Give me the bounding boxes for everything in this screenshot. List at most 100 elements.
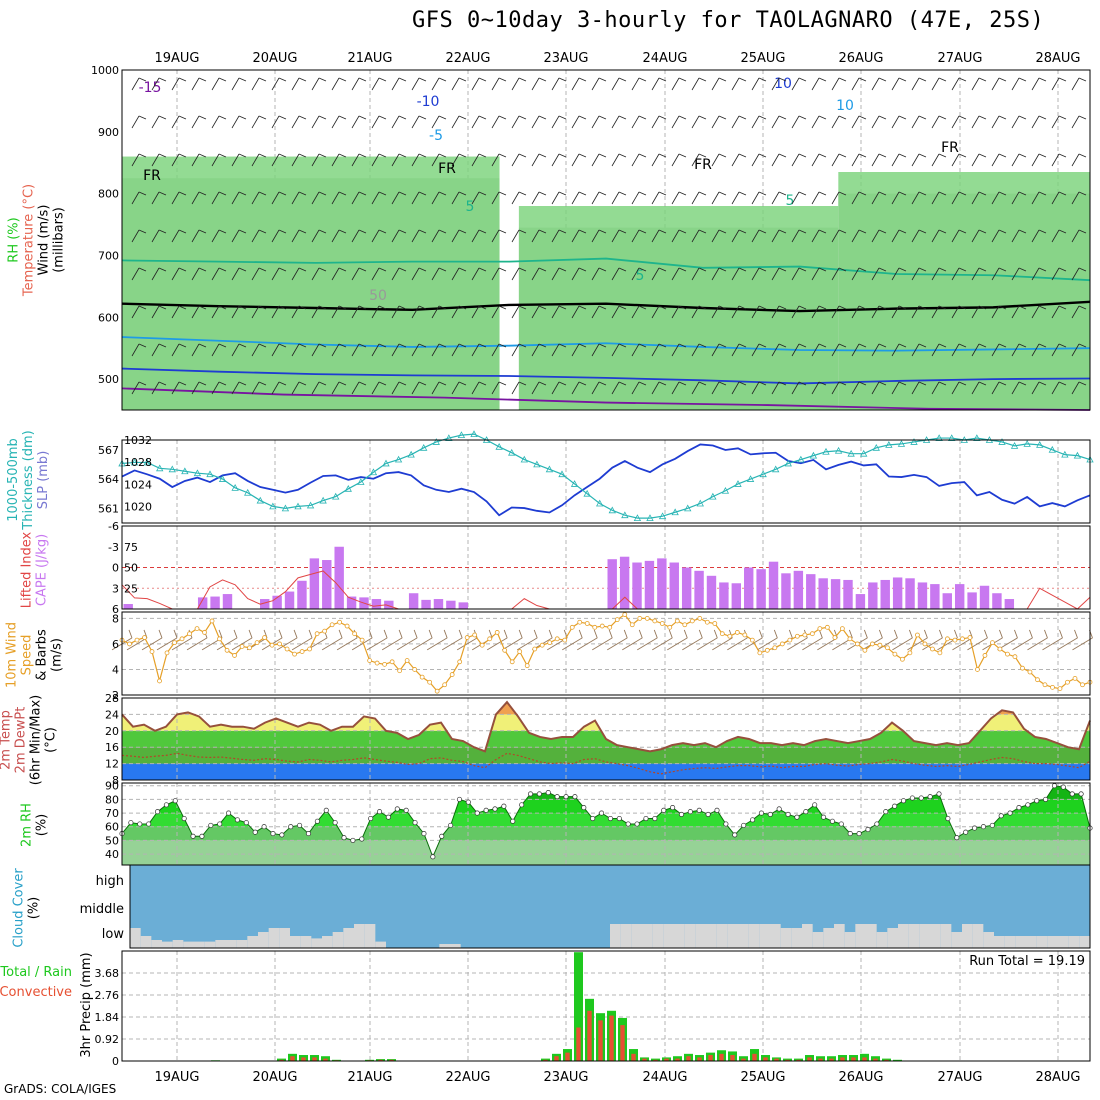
wind-barb <box>971 305 980 319</box>
low-cloud-bar <box>898 924 909 948</box>
wind-speed-point <box>952 637 958 643</box>
wind-speed-point <box>149 649 155 654</box>
rh-point <box>474 810 480 816</box>
wind-barb-flag <box>438 343 447 348</box>
thickness-marker <box>1061 450 1069 458</box>
wind-barb-flag <box>578 191 587 196</box>
wind-barb <box>571 77 580 91</box>
wind-barb <box>511 115 520 129</box>
wind-barb-flag <box>1018 267 1027 272</box>
wind-barb-flag <box>178 191 187 196</box>
wind-barb-flag <box>998 115 1007 120</box>
wind-barb <box>631 381 640 395</box>
panel-label: Wind (m/s) <box>37 205 52 276</box>
wind-speed-point <box>232 653 237 658</box>
date-label-top: 21AUG <box>347 51 392 66</box>
temp-tick: 24 <box>105 708 119 721</box>
date-label-bottom: 25AUG <box>740 1070 785 1085</box>
wind-barb-flag <box>618 343 627 348</box>
wind-barb-flag <box>798 267 807 272</box>
rh-point <box>483 807 489 813</box>
wind-barb-flag <box>858 115 867 120</box>
rh-point <box>439 833 445 839</box>
slp_thickness-frame <box>121 439 1091 524</box>
wind-barb <box>391 77 400 91</box>
precip-conv-bar <box>642 1058 647 1061</box>
rh-point <box>936 791 942 797</box>
wind-barb <box>311 305 320 319</box>
wind-speed-point <box>659 621 665 626</box>
wind-barb-flag <box>138 267 147 272</box>
wind-barb <box>697 637 718 651</box>
rh-point <box>581 805 587 811</box>
date-label-top: 24AUG <box>642 51 687 66</box>
wind-barb-flag <box>998 267 1007 272</box>
cape-bar <box>222 594 233 609</box>
wind-barb <box>931 381 940 395</box>
wind-speed-point <box>449 672 455 677</box>
cape-bar <box>371 599 382 609</box>
wind-barb-flag <box>678 381 687 386</box>
wind-barb-flag <box>638 191 647 196</box>
thickness-marker <box>797 455 805 463</box>
wind-barb <box>571 267 580 281</box>
wind-barb <box>471 381 480 395</box>
wind-barb <box>771 191 780 205</box>
wind-barb-flag <box>618 115 627 120</box>
wind-barb-flag <box>418 229 427 234</box>
wind-barb-flag <box>378 343 387 348</box>
thickness-tick: 567 <box>98 444 119 457</box>
cape-bar <box>619 556 630 609</box>
thickness-marker <box>332 492 340 500</box>
wind-barb <box>171 191 180 205</box>
wind-barb <box>471 153 480 167</box>
wind-barb-flag <box>623 629 628 639</box>
wind-barb <box>171 381 180 395</box>
wind-speed-point <box>344 623 350 629</box>
wind-barb <box>411 191 420 205</box>
low-cloud-bar <box>1079 936 1090 948</box>
rh-point <box>492 806 498 812</box>
rh-point <box>545 790 551 796</box>
wind-barb-flag <box>258 343 267 348</box>
cape-bar <box>632 562 642 609</box>
wind-barb <box>531 343 540 357</box>
rh-point <box>678 811 685 817</box>
wind-barb-flag <box>258 191 267 196</box>
wind-barb <box>891 153 900 167</box>
cape-bar <box>781 573 791 609</box>
wind-barb <box>331 343 340 357</box>
wind-speed-point <box>637 615 643 621</box>
wind-barb <box>851 115 860 129</box>
thickness-marker <box>608 506 616 514</box>
cape-bar <box>843 579 853 609</box>
wind-barb <box>191 305 200 319</box>
wind-barb-flag <box>878 77 887 82</box>
precip-total-bar <box>574 952 583 1061</box>
wind-barb-flag <box>383 629 388 639</box>
contour-label: FR <box>694 157 712 173</box>
wind-speed-point <box>404 658 410 663</box>
wind-barb <box>787 637 808 651</box>
wind-speed-point <box>1020 665 1025 671</box>
wind-speed-point <box>487 636 493 642</box>
wind-barb <box>551 381 560 395</box>
wind-barb <box>871 343 880 357</box>
wind-barb <box>1031 343 1040 357</box>
wind-barb <box>511 191 520 205</box>
wind-barb-flag <box>788 629 793 639</box>
wind-barb-flag <box>678 115 687 120</box>
rh-point <box>510 818 516 824</box>
wind-barb-flag <box>338 305 347 310</box>
wind-barb <box>331 191 340 205</box>
wind-barb <box>691 305 700 319</box>
temp-line <box>121 700 1091 753</box>
wind-barb <box>931 229 940 243</box>
wind-barb <box>451 381 460 395</box>
precip-total-bar <box>893 1059 902 1061</box>
wind-speed-point <box>434 688 440 694</box>
wind-barb-flag <box>838 191 847 196</box>
wind-barb <box>631 115 640 129</box>
wind-barb-flag <box>638 267 647 272</box>
wind-barb <box>1071 381 1080 395</box>
